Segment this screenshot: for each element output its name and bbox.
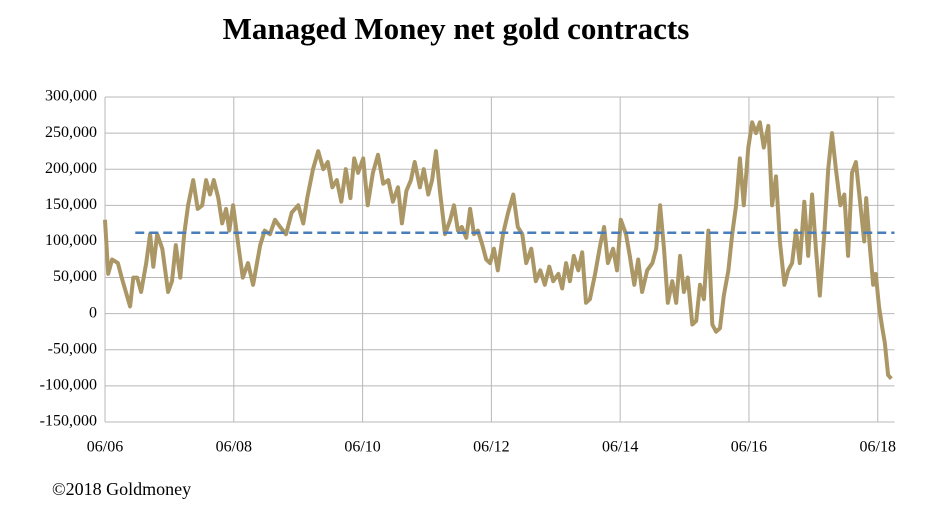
y-tick-label: 250,000: [45, 124, 97, 141]
source: ©2018 Goldmoney: [52, 479, 191, 499]
y-tick-label: 300,000: [45, 88, 97, 105]
y-tick-label: 50,000: [53, 268, 97, 285]
y-tick-label: -50,000: [48, 340, 97, 357]
x-tick-label: 06/12: [473, 439, 509, 456]
y-tick-label: 100,000: [45, 232, 97, 249]
chart-title: Managed Money net gold contracts: [223, 11, 690, 46]
y-tick-label: -100,000: [40, 377, 97, 394]
y-tick-label: 150,000: [45, 196, 97, 213]
y-tick-label: 0: [89, 304, 97, 321]
x-tick-label: 06/16: [731, 439, 767, 456]
x-tick-label: 06/10: [344, 439, 380, 456]
x-tick-label: 06/06: [87, 439, 123, 456]
x-tick-label: 06/08: [216, 439, 252, 456]
y-tick-label: 200,000: [45, 160, 97, 177]
y-tick-label: -150,000: [40, 413, 97, 430]
data-line: [103, 120, 893, 381]
x-tick-label: 06/18: [860, 439, 896, 456]
x-tick-label: 06/14: [602, 439, 638, 456]
